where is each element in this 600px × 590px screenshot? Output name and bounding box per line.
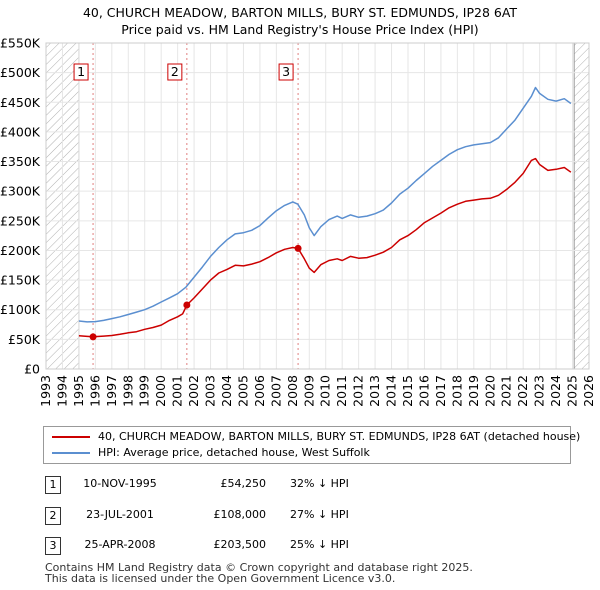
x-tick-label: 2015 — [400, 375, 415, 407]
x-tick-label: 2002 — [186, 375, 201, 407]
x-tick-label: 1997 — [104, 375, 119, 407]
x-tick-label: 2020 — [482, 375, 497, 407]
price-chart: 1 2 3 £0 £50K £100K £150K £200K £250K £300K £350K… — [0, 36, 596, 407]
x-tick-label: 2024 — [548, 375, 563, 407]
sale-row: 1 10-NOV-1995 £54,250 32% ↓ HPI — [0, 476, 600, 496]
legend-item-property: 40, CHURCH MEADOW, BARTON MILLS, BURY ST… — [52, 429, 580, 445]
sale-label-box — [278, 63, 294, 81]
legend-swatch-property — [52, 436, 90, 438]
x-tick-label: 2016 — [416, 375, 431, 407]
y-tick-label: £200K — [0, 243, 41, 258]
grid — [45, 42, 590, 370]
sale-price: £54,250 — [220, 477, 267, 490]
x-tick-label: 2023 — [532, 375, 547, 407]
sale-label-number: 2 — [171, 64, 179, 79]
legend: 40, CHURCH MEADOW, BARTON MILLS, BURY ST… — [43, 426, 580, 464]
hatched-region — [574, 43, 589, 369]
x-tick-label: 2014 — [384, 375, 399, 407]
x-tick-label: 2008 — [285, 375, 300, 407]
property-series-line — [78, 157, 572, 338]
y-tick-label: £50K — [8, 332, 41, 347]
sale-date: 25-APR-2008 — [84, 538, 156, 551]
sale-label-boxes: 1 2 3 — [73, 63, 294, 81]
sale-label-box — [73, 63, 89, 81]
x-tick-label: 1998 — [120, 375, 135, 407]
chart-title: 40, CHURCH MEADOW, BARTON MILLS, BURY ST… — [0, 4, 600, 38]
y-tick-label: £450K — [0, 95, 41, 110]
x-tick-label: 2018 — [449, 375, 464, 407]
x-tick-label: 2017 — [433, 375, 448, 407]
x-tick-label: 1999 — [137, 375, 152, 407]
x-tick-label: 2000 — [153, 375, 168, 407]
y-tick-label: £500K — [0, 65, 41, 80]
legend-swatch-hpi — [52, 452, 90, 454]
x-tick-label: 2026 — [581, 375, 596, 407]
legend-item-hpi: HPI: Average price, detached house, West… — [52, 445, 370, 461]
y-tick-label: £250K — [0, 213, 41, 228]
sale-hpi-diff: 27% ↓ HPI — [290, 508, 349, 521]
x-tick-label: 2021 — [499, 375, 514, 407]
x-tick-label: 2011 — [334, 375, 349, 407]
hpi-series-line — [78, 86, 572, 323]
y-tick-label: £150K — [0, 273, 41, 288]
sale-hpi-diff: 25% ↓ HPI — [290, 538, 349, 551]
hatched-regions — [46, 43, 589, 369]
plot-frame — [45, 42, 590, 370]
x-tick-label: 1995 — [71, 375, 86, 407]
sale-hpi-diff: 32% ↓ HPI — [290, 477, 349, 490]
y-tick-label: £550K — [0, 36, 41, 51]
sale-date: 23-JUL-2001 — [86, 508, 154, 521]
footer-line-1: Contains HM Land Registry data © Crown c… — [45, 561, 473, 574]
sale-point — [183, 301, 191, 309]
sale-label-number: 1 — [77, 64, 85, 79]
legend-label-hpi: HPI: Average price, detached house, West… — [98, 446, 370, 459]
legend-label-property: 40, CHURCH MEADOW, BARTON MILLS, BURY ST… — [98, 430, 581, 443]
x-tick-label: 1994 — [54, 375, 69, 407]
footer-line-2: This data is licensed under the Open Gov… — [45, 572, 396, 585]
x-tick-label: 2009 — [301, 375, 316, 407]
x-tick-label: 2006 — [252, 375, 267, 407]
x-tick-label: 2003 — [203, 375, 218, 407]
footer-notice: Contains HM Land Registry data © Crown c… — [45, 562, 473, 584]
sale-point — [89, 333, 97, 341]
sale-date: 10-NOV-1995 — [83, 477, 157, 490]
y-tick-label: £400K — [0, 124, 41, 139]
x-tick-label: 2012 — [351, 375, 366, 407]
x-axis-ticks: 1993 1994 1995 1996 1997 1998 1999 2000 2001 2002… — [38, 375, 596, 407]
x-tick-label: 2004 — [219, 375, 234, 407]
title-line-2: Price paid vs. HM Land Registry's House … — [121, 22, 479, 37]
y-tick-label: £300K — [0, 184, 41, 199]
sale-number-badge: 3 — [45, 537, 61, 555]
title-line-1: 40, CHURCH MEADOW, BARTON MILLS, BURY ST… — [82, 5, 518, 20]
y-tick-label: £100K — [0, 302, 41, 317]
sale-marker-lines — [92, 43, 299, 369]
sale-label-number: 3 — [282, 64, 290, 79]
x-tick-label: 1993 — [38, 375, 53, 407]
y-tick-label: £0 — [24, 362, 40, 377]
x-tick-label: 2013 — [367, 375, 382, 407]
y-tick-label: £350K — [0, 154, 41, 169]
x-tick-label: 2005 — [235, 375, 250, 407]
x-tick-label: 2010 — [318, 375, 333, 407]
x-tick-label: 2022 — [515, 375, 530, 407]
sale-price: £203,500 — [213, 538, 267, 551]
x-tick-label: 1996 — [87, 375, 102, 407]
x-tick-label: 2001 — [170, 375, 185, 407]
series-lines — [78, 86, 572, 338]
x-tick-label: 2019 — [466, 375, 481, 407]
sale-row: 2 23-JUL-2001 £108,000 27% ↓ HPI — [0, 507, 600, 527]
sale-row: 3 25-APR-2008 £203,500 25% ↓ HPI — [0, 537, 600, 557]
sale-number-badge: 2 — [45, 507, 61, 525]
sale-label-box — [167, 63, 183, 81]
sale-point — [294, 244, 302, 252]
y-axis-ticks: £0 £50K £100K £150K £200K £250K £300K £350K £400… — [0, 36, 41, 377]
sale-number-badge: 1 — [45, 476, 61, 494]
x-tick-label: 2007 — [268, 375, 283, 407]
sale-price: £108,000 — [213, 508, 267, 521]
x-tick-label: 2025 — [565, 375, 580, 407]
sale-points — [89, 244, 302, 341]
